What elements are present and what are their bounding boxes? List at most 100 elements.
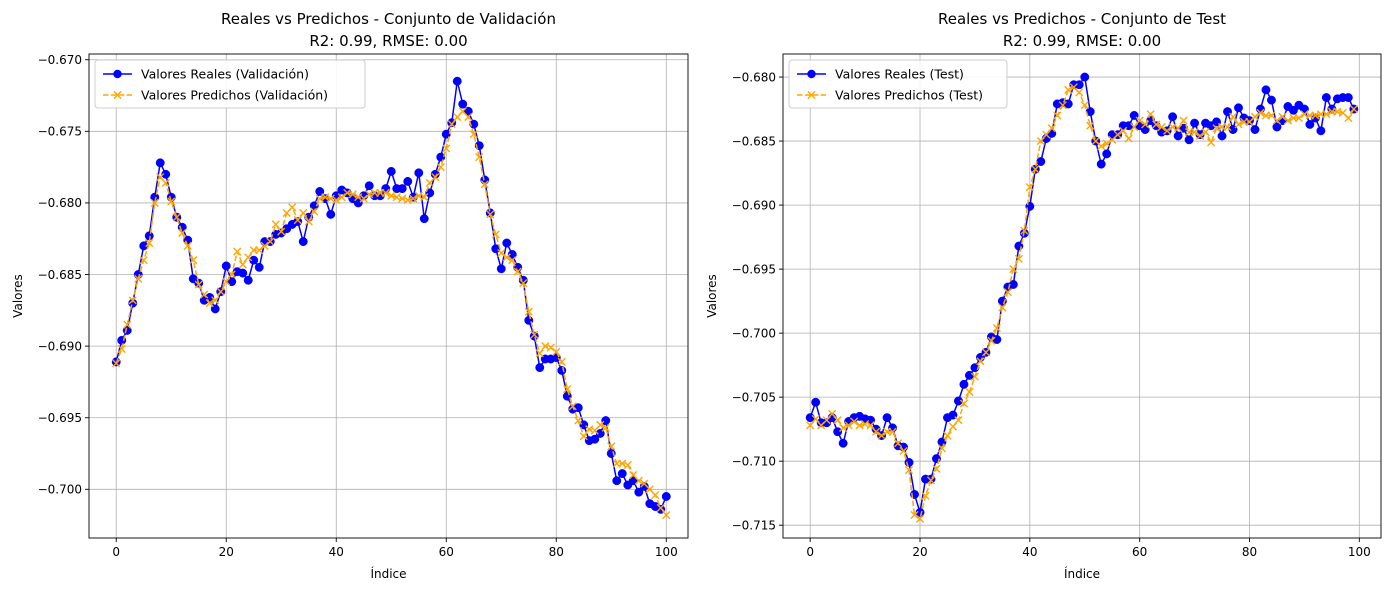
validation-series-0-point <box>458 99 468 109</box>
validation-series-1-point <box>656 503 665 513</box>
test-series-0-point <box>833 427 843 437</box>
validation-legend-label-1: Valores Predichos (Validación) <box>141 88 328 103</box>
validation-series-1-point <box>244 253 253 262</box>
validation-series-1-point <box>205 299 214 308</box>
test-series-1-point <box>1278 112 1287 121</box>
validation-y-tick-label: −0.690 <box>38 339 82 353</box>
validation-series-0-point <box>452 76 462 86</box>
validation-legend-label-0: Valores Reales (Validación) <box>141 67 309 82</box>
validation-x-tick-label: 40 <box>329 545 344 559</box>
validation-series-1-point <box>662 510 671 520</box>
test-series-1-point <box>1097 142 1106 151</box>
test-series-1-point <box>893 439 903 448</box>
validation-series-1-point <box>288 203 297 212</box>
test-series-1-point <box>1080 101 1089 110</box>
test-series-1-point <box>1283 116 1293 125</box>
validation-y-tick-label: −0.685 <box>38 268 82 282</box>
test-x-tick-label: 0 <box>806 545 814 559</box>
validation-series-1-point <box>469 130 478 139</box>
test-series-0-point <box>1272 122 1282 132</box>
test-series-1-point <box>965 387 974 397</box>
validation-series-0-point <box>590 434 600 444</box>
test-axes-frame <box>782 53 1382 539</box>
test-series-1-point <box>1256 108 1265 117</box>
validation-series-0-point <box>661 492 671 501</box>
validation-series-1-point <box>552 347 561 356</box>
test-series-0-point <box>1080 72 1090 82</box>
validation-legend-marker-1 <box>113 90 122 100</box>
test-series-1-point <box>1014 254 1023 263</box>
test-series-1-point <box>1152 120 1161 129</box>
test-series-1-point <box>1272 116 1282 125</box>
test-series-1-point <box>1020 226 1029 235</box>
validation-y-tick-label: −0.680 <box>38 196 82 210</box>
test-series-1-point <box>844 421 853 430</box>
test-series-1-point <box>1322 110 1331 119</box>
validation-series-1-point <box>200 290 209 299</box>
validation-series-1-point <box>436 163 445 172</box>
test-series-1-point <box>1163 126 1172 135</box>
validation-series-1-point <box>480 180 489 189</box>
validation-series-0-point <box>161 169 171 179</box>
validation-y-tick-label: −0.700 <box>38 483 82 497</box>
validation-y-tick-label: −0.695 <box>38 411 82 425</box>
validation-series-1-point <box>134 274 143 283</box>
validation-x-axis-label: Índice <box>370 566 406 581</box>
test-series-0-point <box>1168 112 1178 122</box>
validation-series-1-point <box>183 241 192 250</box>
validation-series-0-point <box>221 261 231 271</box>
test-series-0-point <box>953 396 963 406</box>
test-series-1-point <box>1064 85 1073 94</box>
validation-series-1-point <box>359 194 368 203</box>
validation-series-0-point <box>502 238 512 248</box>
validation-series-1-point <box>442 144 451 153</box>
test-series-1-point <box>959 399 969 408</box>
test-series-1-point <box>970 372 980 381</box>
validation-series-1-point <box>381 188 390 197</box>
test-series-0-point <box>1096 159 1106 169</box>
test-chart-title: Reales vs Predichos - Conjunto de Test <box>938 10 1226 28</box>
test-series-1-point <box>1009 265 1018 274</box>
validation-series-1-point <box>409 194 418 203</box>
validation-series-1-point <box>508 256 517 265</box>
test-plot-area <box>783 54 1381 538</box>
validation-series-0-point <box>403 176 413 186</box>
test-y-tick-label: −0.715 <box>732 518 776 532</box>
validation-x-tick-label: 100 <box>655 545 678 559</box>
validation-legend-box <box>94 59 366 109</box>
test-series-1-point <box>1234 120 1243 129</box>
test-series-0-point <box>1266 95 1276 105</box>
test-series-1-point <box>1344 113 1353 123</box>
validation-legend: Valores Reales (Validación) Valores Predi… <box>94 59 366 109</box>
test-series-1-point <box>992 323 1001 333</box>
test-series-1-point <box>1047 124 1056 133</box>
validation-series-0-point <box>249 255 259 265</box>
test-series-1-point <box>1190 128 1199 137</box>
validation-series-1-point <box>464 112 473 122</box>
validation-series-1-point <box>513 267 522 276</box>
test-series-0-point <box>1343 93 1353 102</box>
test-series-1-point <box>1075 88 1084 97</box>
validation-series-1-point <box>475 153 484 162</box>
validation-series-0-point <box>375 191 385 201</box>
test-series-1-point <box>1031 165 1040 174</box>
validation-series-1-point <box>623 460 632 470</box>
test-series-0-point <box>1261 85 1271 95</box>
test-series-0-point <box>1190 118 1200 128</box>
test-series-0-point <box>1102 149 1112 159</box>
validation-series-1-point <box>211 296 220 305</box>
validation-series-1-point <box>420 193 429 202</box>
validation-series-1-point <box>216 287 225 296</box>
validation-series-0-point <box>397 184 407 194</box>
validation-x-tick-label: 20 <box>219 545 234 559</box>
test-series-1-point <box>954 416 963 425</box>
validation-series-1-point <box>167 197 176 206</box>
test-series-1-point <box>1141 120 1150 129</box>
validation-series-1-point <box>299 208 308 218</box>
test-series-1-point <box>987 336 996 345</box>
validation-series-1-point <box>123 320 132 329</box>
test-legend: Valores Reales (Test) Valores Predichos (… <box>788 59 1008 109</box>
test-series-0-point <box>1288 105 1298 115</box>
test-series-1-point <box>943 431 952 440</box>
